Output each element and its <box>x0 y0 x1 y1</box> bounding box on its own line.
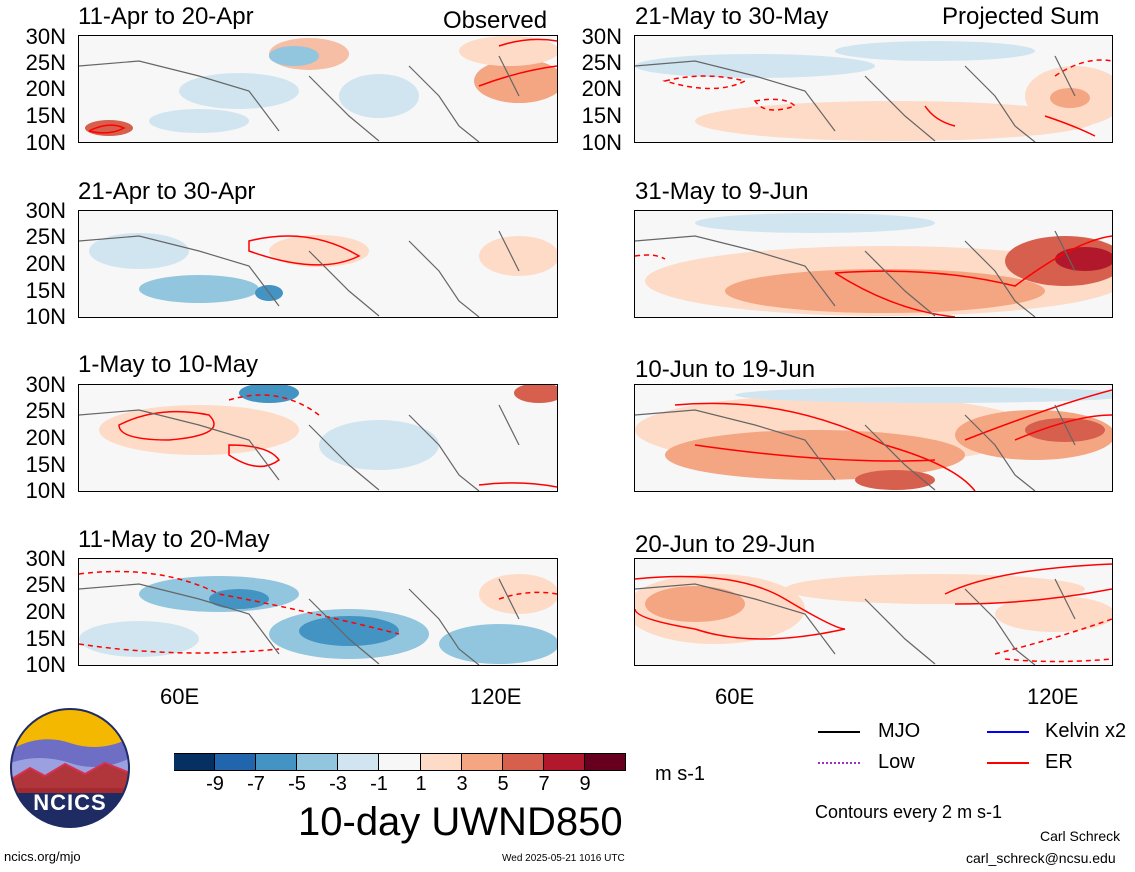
lat-tick: 15N <box>25 452 66 477</box>
mjo-legend-line <box>818 731 860 733</box>
colorbar-label: -3 <box>329 773 347 795</box>
lat-tick: 25N <box>25 572 66 597</box>
footer-timestamp: Wed 2025-05-21 1016 UTC <box>502 853 625 864</box>
lat-tick: 20N <box>581 76 622 101</box>
panel-title-right-3: 10-Jun to 19-Jun <box>635 356 816 383</box>
panel-title-right-4: 20-Jun to 29-Jun <box>635 531 816 558</box>
colorbar-label: -1 <box>370 773 388 795</box>
map-panel-left-3 <box>78 384 558 492</box>
footer-email[interactable]: carl_schreck@ncsu.edu <box>966 850 1116 866</box>
colorbar-label: -5 <box>288 773 306 795</box>
lat-tick: 20N <box>25 425 66 450</box>
wind-anomaly-map <box>635 387 1112 491</box>
lat-tick: 10N <box>25 652 66 677</box>
contour-note: Contours every 2 m s-1 <box>815 802 1003 822</box>
colorbar <box>174 753 626 771</box>
map-panel-left-2 <box>78 210 558 318</box>
legend-label-kelvin: Kelvin x2 <box>1045 720 1127 742</box>
panel-title-left-3: 1-May to 10-May <box>78 351 259 378</box>
footer-url[interactable]: ncics.org/mjo <box>4 849 81 864</box>
colorbar-label: 3 <box>456 773 468 795</box>
colorbar-label: -9 <box>206 773 224 795</box>
low-legend-line <box>818 762 860 764</box>
colorbar-swatch <box>461 754 503 770</box>
er-legend-line <box>987 762 1029 764</box>
wind-anomaly-map <box>635 213 1112 317</box>
ncics-logo: NCICS <box>10 708 130 828</box>
projected-sum-label: Projected Sum <box>942 3 1100 30</box>
colorbar-swatch <box>174 754 216 770</box>
observed-label: Observed <box>443 7 548 34</box>
lat-tick: 30N <box>25 546 66 571</box>
lat-tick: 20N <box>25 251 66 276</box>
lat-tick: 30N <box>25 372 66 397</box>
legend-label-low: Low <box>878 751 915 773</box>
colorbar-swatch <box>338 754 380 770</box>
lon-tick-left-120e: 120E <box>470 684 522 709</box>
lat-tick: 25N <box>25 50 66 75</box>
footer-author: Carl Schreck <box>1040 828 1121 844</box>
legend-label-mjo: MJO <box>878 720 921 742</box>
lon-tick-left-60e: 60E <box>160 684 200 709</box>
lat-tick: 15N <box>25 278 66 303</box>
wind-anomaly-map <box>635 41 1112 142</box>
lat-tick: 15N <box>25 103 66 128</box>
colorbar-swatch <box>584 754 626 770</box>
wind-anomaly-map <box>79 230 557 317</box>
lat-tick: 25N <box>581 50 622 75</box>
lat-tick: 30N <box>25 24 66 49</box>
lat-tick: 15N <box>581 103 622 128</box>
colorbar-units: m s-1 <box>655 763 705 785</box>
panel-title-left-4: 11-May to 20-May <box>78 526 270 553</box>
colorbar-label: 7 <box>538 773 550 795</box>
lat-tick: 25N <box>25 224 66 249</box>
colorbar-swatch <box>543 754 585 770</box>
colorbar-swatch <box>215 754 257 770</box>
colorbar-label: 9 <box>579 773 591 795</box>
map-panel-left-1 <box>78 35 558 143</box>
lat-tick: 20N <box>25 76 66 101</box>
lat-tick: 10N <box>581 130 622 155</box>
colorbar-swatch <box>297 754 339 770</box>
panel-title-left-1: 11-Apr to 20-Apr <box>78 3 254 30</box>
colorbar-label: 1 <box>415 773 427 795</box>
lat-tick: 10N <box>25 304 66 329</box>
wind-anomaly-map <box>79 385 557 491</box>
colorbar-swatch <box>256 754 298 770</box>
lon-tick-right-120e: 120E <box>1027 684 1079 709</box>
map-panel-right-3 <box>634 384 1113 492</box>
map-panel-left-4 <box>78 558 558 666</box>
lat-tick: 10N <box>25 130 66 155</box>
main-title: 10-day UWND850 <box>298 800 623 844</box>
colorbar-labels: -9 -7 -5 -3 -1 1 3 5 7 9 <box>174 774 626 796</box>
lat-tick: 10N <box>25 478 66 503</box>
map-panel-right-1 <box>634 35 1113 143</box>
colorbar-swatch <box>379 754 421 770</box>
panel-title-right-2: 31-May to 9-Jun <box>635 178 809 205</box>
lon-tick-right-60e: 60E <box>715 684 755 709</box>
wind-anomaly-map <box>635 563 1112 665</box>
map-panel-right-2 <box>634 210 1113 318</box>
panel-title-left-2: 21-Apr to 30-Apr <box>78 178 256 205</box>
colorbar-swatch <box>502 754 544 770</box>
colorbar-label: 5 <box>497 773 509 795</box>
lat-tick: 30N <box>581 24 622 49</box>
lat-tick: 20N <box>25 599 66 624</box>
lat-tick: 25N <box>25 398 66 423</box>
logo-text: NCICS <box>33 790 107 815</box>
kelvin-legend-line <box>987 731 1029 733</box>
lat-tick: 15N <box>25 626 66 651</box>
legend-label-er: ER <box>1045 751 1073 773</box>
colorbar-swatch <box>420 754 462 770</box>
panel-title-right-1: 21-May to 30-May <box>635 3 829 30</box>
map-panel-right-4 <box>634 558 1113 666</box>
lat-tick: 30N <box>25 198 66 223</box>
wind-anomaly-map <box>79 36 557 142</box>
colorbar-label: -7 <box>247 773 265 795</box>
wind-anomaly-map <box>79 570 557 665</box>
